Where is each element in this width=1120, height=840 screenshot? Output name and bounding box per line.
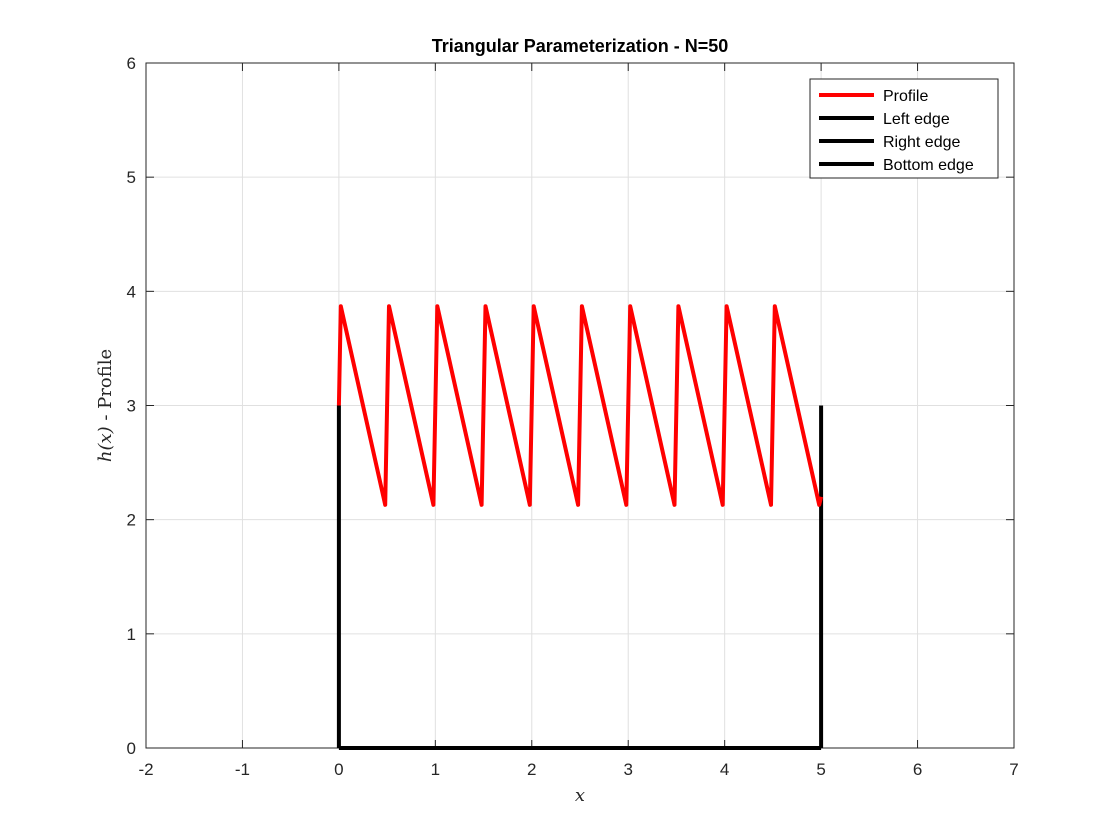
series-profile-line [336,304,824,507]
y-tick-label: 2 [127,511,136,530]
y-tick-label: 1 [127,625,136,644]
legend: Profile Left edge Right edge Bottom edge [809,78,999,179]
x-tick-label: -2 [138,760,153,779]
x-tick-label: -1 [235,760,250,779]
y-tick-label: 6 [127,54,136,73]
legend-label-bottom-edge: Bottom edge [883,157,974,174]
x-tick-label: 7 [1009,760,1018,779]
x-tick-label: 6 [913,760,922,779]
y-tick-label: 5 [127,168,136,187]
y-tick-label: 3 [127,397,136,416]
x-tick-label: 4 [720,760,729,779]
y-axis-label-math: h(x) [95,426,116,462]
y-axis-label: h(x) - Profile [95,349,116,462]
y-axis-label-text: - Profile [95,349,116,427]
series-layer [336,304,824,750]
tick-layer: -2 -1 0 1 2 3 4 5 6 7 0 1 2 3 4 5 6 [127,54,1019,779]
x-tick-label: 2 [527,760,536,779]
legend-label-left-edge: Left edge [883,111,950,128]
x-tick-label: 0 [334,760,343,779]
x-tick-label: 5 [816,760,825,779]
x-tick-label: 3 [623,760,632,779]
chart-title: Triangular Parameterization - N=50 [432,36,729,56]
legend-label-right-edge: Right edge [883,134,960,151]
legend-label-profile: Profile [883,88,928,105]
y-tick-label: 0 [127,739,136,758]
x-axis-label: x [575,785,585,806]
x-tick-label: 1 [431,760,440,779]
y-tick-label: 4 [127,282,136,301]
